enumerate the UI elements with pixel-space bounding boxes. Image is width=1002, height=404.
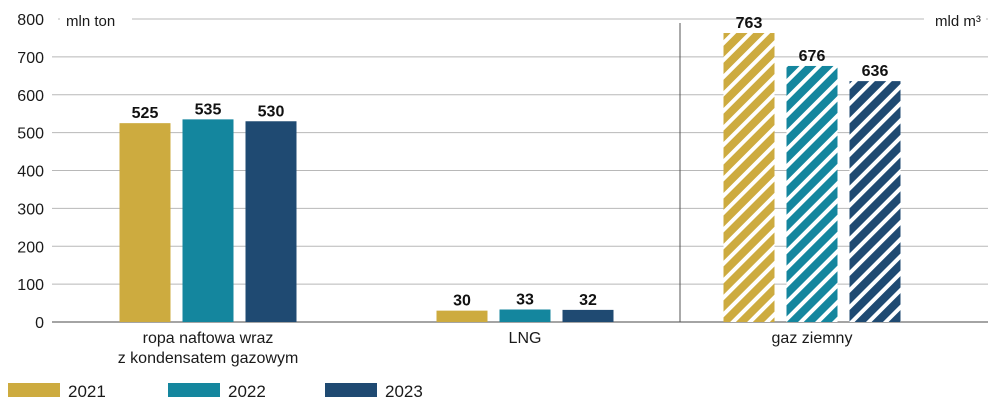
y-tick-label: 0 — [35, 315, 44, 332]
data-labels: 525 535 530 30 33 32 763 676 636 — [132, 15, 889, 310]
category-label: gaz ziemny — [772, 330, 853, 347]
bar — [723, 33, 775, 323]
category-label: LNG — [509, 330, 542, 347]
legend: 2021 2022 2023 — [8, 382, 423, 401]
data-label: 33 — [516, 292, 534, 309]
bar — [119, 123, 171, 322]
data-label: 636 — [862, 63, 889, 80]
y-tick-label: 200 — [17, 239, 44, 256]
legend-swatch — [325, 383, 377, 397]
legend-swatch — [8, 383, 60, 397]
left-unit-label: mln ton — [66, 13, 115, 30]
data-label: 535 — [195, 101, 222, 118]
data-label: 525 — [132, 105, 159, 122]
data-label: 32 — [579, 292, 597, 309]
y-tick-label: 600 — [17, 88, 44, 105]
legend-swatch — [168, 383, 220, 397]
bar — [182, 119, 234, 323]
bars — [119, 33, 901, 323]
bar — [849, 81, 901, 323]
y-tick-label: 500 — [17, 126, 44, 143]
bar — [562, 309, 614, 322]
legend-label: 2023 — [385, 382, 423, 399]
y-tick-label: 800 — [17, 12, 44, 29]
category-label: ropa naftowa wraz z kondensatem gazowym — [118, 330, 299, 367]
y-tick-label: 300 — [17, 201, 44, 218]
data-label: 30 — [453, 293, 471, 310]
data-label: 763 — [736, 15, 763, 32]
data-label: 530 — [258, 103, 285, 120]
right-unit-label: mld m³ — [935, 13, 981, 30]
y-tick-label: 100 — [17, 277, 44, 294]
legend-label: 2021 — [68, 382, 106, 399]
bar — [436, 310, 488, 322]
bar — [786, 65, 838, 322]
legend-label: 2022 — [228, 382, 266, 399]
bar — [245, 121, 297, 322]
bar — [499, 309, 551, 322]
data-label: 676 — [799, 48, 826, 65]
y-tick-label: 700 — [17, 50, 44, 67]
y-tick-label: 400 — [17, 164, 44, 181]
